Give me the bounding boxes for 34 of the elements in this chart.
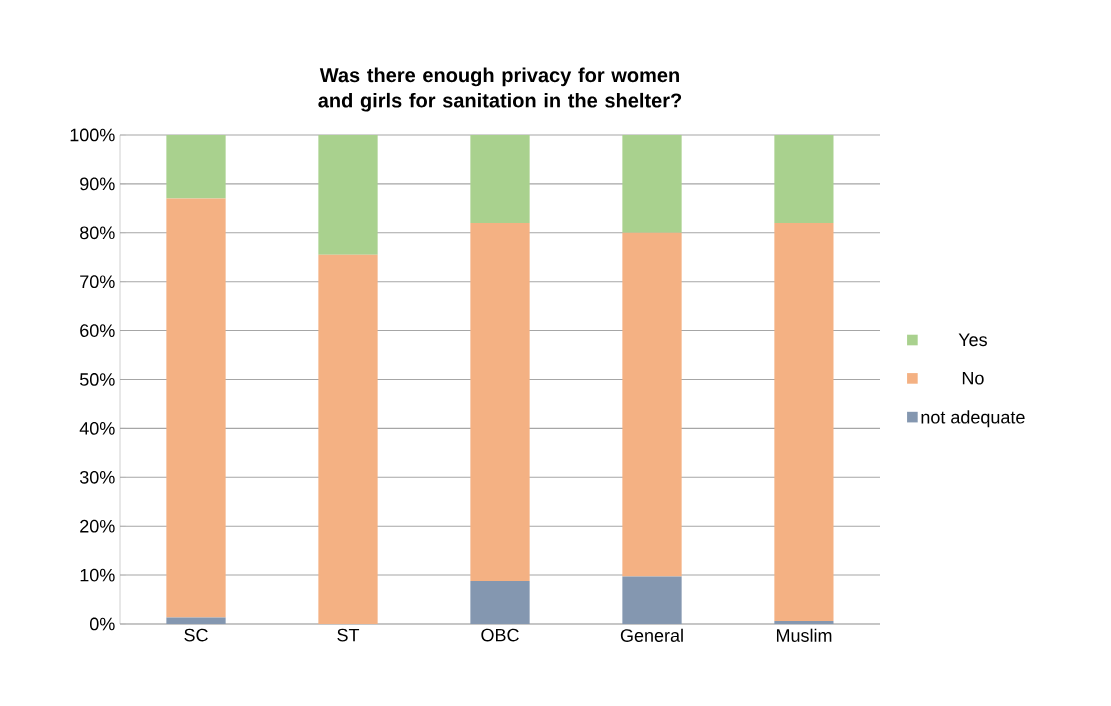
- bar: [622, 576, 682, 624]
- bar: [166, 198, 226, 618]
- x-tick-label: General: [620, 628, 683, 642]
- bar: [470, 580, 530, 624]
- y-tick-label: 20%: [80, 519, 115, 533]
- y-tick-label: 50%: [79, 373, 115, 386]
- legend-label: Yes: [958, 333, 987, 347]
- bar: [774, 134, 834, 224]
- y-tick-label: 40%: [79, 422, 115, 435]
- bar: [774, 223, 834, 622]
- bar: [166, 134, 226, 199]
- x-tick-label: SC: [184, 628, 208, 642]
- text: No: [962, 371, 984, 385]
- legend-label: not adequate: [921, 410, 1025, 428]
- bar: [470, 134, 530, 224]
- bar: [622, 232, 682, 577]
- y-tick-label: 10%: [80, 568, 115, 582]
- y-tick-label: 90%: [80, 177, 115, 191]
- bar: [166, 617, 226, 624]
- y-tick-label: 0%: [89, 617, 115, 631]
- y-tick-label: 100%: [70, 128, 115, 142]
- x-tick-label: ST: [337, 628, 360, 642]
- bar: [470, 223, 530, 581]
- chart-title: Was there enough privacy for women and girls for sanitation in the shelter?: [318, 67, 682, 112]
- y-tick-label: 60%: [80, 324, 115, 337]
- bar: [774, 621, 834, 624]
- x-tick-label: Muslim: [776, 628, 832, 642]
- x-tick-label: OBC: [481, 628, 519, 642]
- y-tick-label: 30%: [79, 470, 115, 484]
- bar: [318, 134, 378, 255]
- bar: [318, 254, 378, 624]
- y-tick-label: 80%: [80, 226, 115, 240]
- y-tick-label: 70%: [80, 275, 115, 289]
- bar: [622, 134, 682, 233]
